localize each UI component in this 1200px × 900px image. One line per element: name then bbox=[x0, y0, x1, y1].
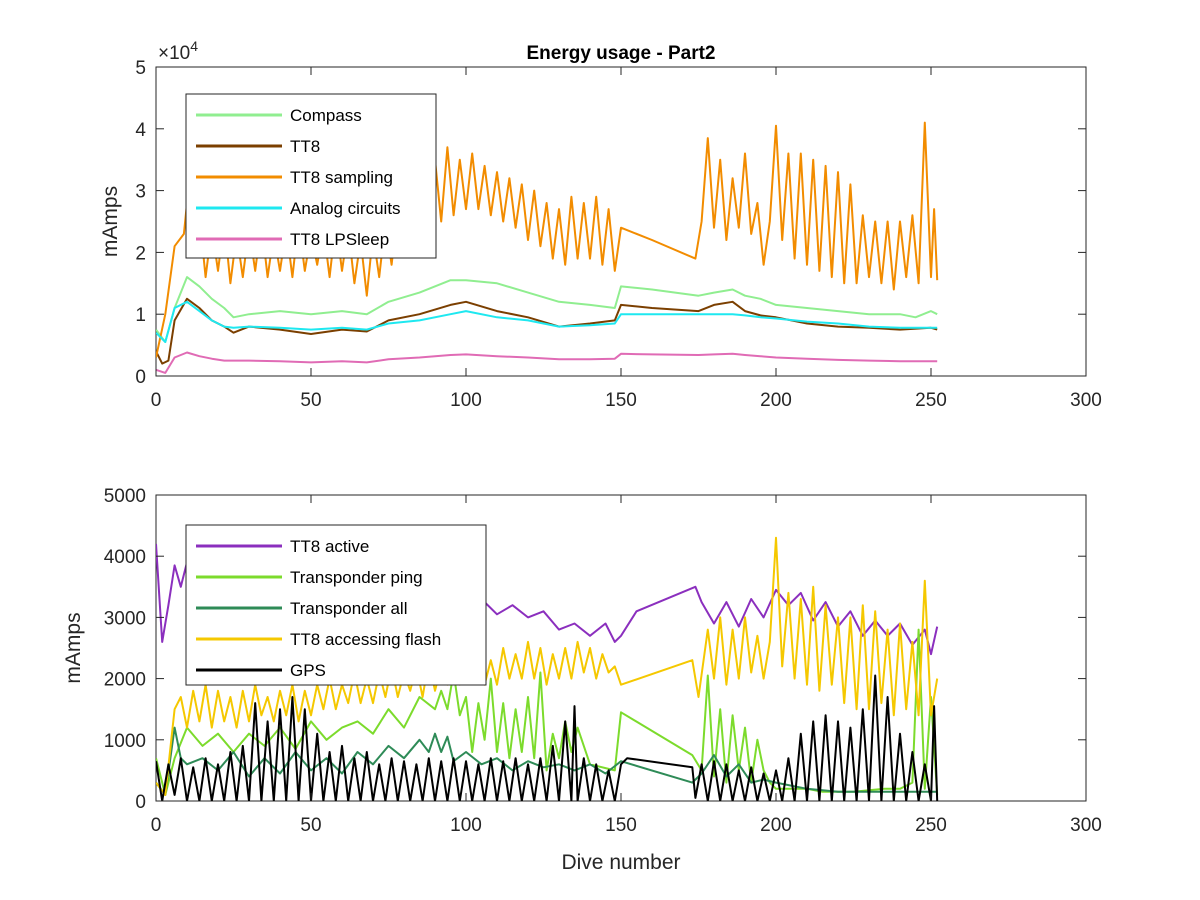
legend-label: Analog circuits bbox=[290, 199, 401, 218]
legend-box bbox=[185, 93, 437, 259]
energy-chart-bottom: 0 50 100 150 200 250 300010002000300040005000m… bbox=[62, 486, 1102, 874]
legend-label: TT8 sampling bbox=[290, 168, 393, 187]
x-tick-label: 100 bbox=[450, 815, 482, 836]
legend-label: TT8 LPSleep bbox=[290, 230, 389, 249]
x-tick-label: 200 bbox=[760, 390, 792, 411]
x-tick-label: 300 bbox=[1070, 390, 1102, 411]
x-tick-label: 250 bbox=[915, 390, 947, 411]
x-tick-label: 200 bbox=[760, 815, 792, 836]
y-tick-label: 1000 bbox=[104, 731, 146, 752]
energy-chart-top: 0 50 100 150 200 250 300 0 1 2 3 4 5 mAmps Energy usag… bbox=[99, 38, 1102, 411]
x-tick-label: 100 bbox=[450, 390, 482, 411]
series-line-analog-circuits bbox=[156, 300, 938, 343]
x-tick-label: 150 bbox=[605, 390, 637, 411]
y-tick-label: 3 bbox=[135, 182, 146, 203]
y-axis-label: mAmps bbox=[99, 186, 122, 257]
x-tick-label: 300 bbox=[1070, 815, 1102, 836]
y-tick-label: 4 bbox=[135, 120, 146, 141]
x-tick-label: 150 bbox=[605, 815, 637, 836]
y-exponent-label: ×104 bbox=[158, 38, 198, 64]
y-tick-label: 3000 bbox=[104, 608, 146, 629]
x-tick-label: 50 bbox=[300, 815, 321, 836]
x-tick-label: 50 bbox=[300, 390, 321, 411]
y-tick-label: 0 bbox=[135, 792, 146, 813]
chart-title: Energy usage - Part2 bbox=[526, 43, 715, 64]
x-tick-label: 250 bbox=[915, 815, 947, 836]
legend-label: GPS bbox=[290, 661, 326, 680]
series-line-tt8-accessing-flash bbox=[156, 536, 939, 796]
series-line-compass bbox=[156, 276, 938, 343]
y-tick-label: 4000 bbox=[104, 547, 146, 568]
legend: Compass TT8 TT8 sampling Analog circuits TT8… bbox=[185, 93, 437, 259]
legend-label: TT8 bbox=[290, 137, 320, 156]
y-axis-label: mAmps bbox=[62, 612, 85, 683]
series-line-tt8-lpsleep bbox=[156, 351, 938, 374]
y-tick-label: 1 bbox=[135, 305, 146, 326]
legend: TT8 active Transponder ping Transponder al… bbox=[185, 524, 487, 686]
legend-label: Transponder all bbox=[290, 599, 408, 618]
legend-label: Compass bbox=[290, 106, 362, 125]
legend-box bbox=[185, 524, 487, 686]
x-tick-label: 0 bbox=[151, 815, 162, 836]
y-tick-label: 0 bbox=[135, 367, 146, 388]
series-line-gps bbox=[156, 674, 939, 801]
y-tick-label: 5000 bbox=[104, 486, 146, 507]
y-tick-label: 5 bbox=[135, 58, 146, 79]
series-line-transponder-ping bbox=[156, 628, 939, 796]
x-axis-label: Dive number bbox=[561, 851, 680, 874]
legend-label: TT8 active bbox=[290, 537, 369, 556]
y-tick-label: 2 bbox=[135, 243, 146, 264]
legend-label: Transponder ping bbox=[290, 568, 423, 587]
y-tick-label: 2000 bbox=[104, 670, 146, 691]
x-tick-label: 0 bbox=[151, 390, 162, 411]
legend-label: TT8 accessing flash bbox=[290, 630, 441, 649]
